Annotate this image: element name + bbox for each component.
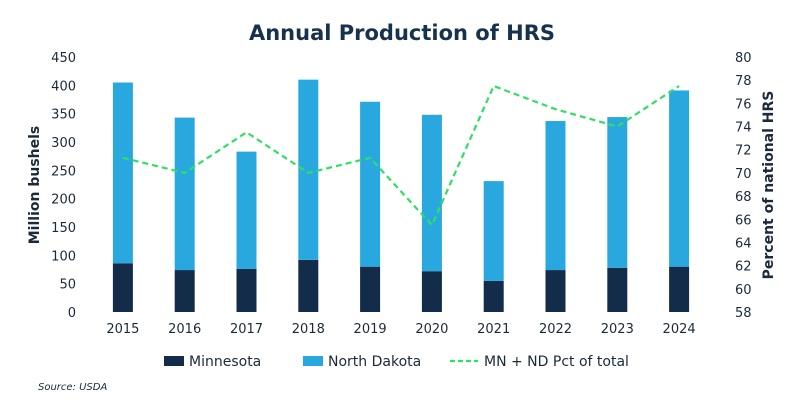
y-tick-label-right: 80 — [735, 51, 752, 66]
y-tick-label-left: 150 — [51, 221, 76, 236]
bar-minnesota — [607, 267, 628, 312]
y-tick-label-left: 100 — [51, 249, 76, 264]
y-tick-label-right: 76 — [735, 97, 752, 112]
y-tick-label-right: 66 — [735, 213, 752, 228]
y-tick-label-right: 60 — [735, 283, 752, 298]
y-tick-label-right: 68 — [735, 190, 752, 205]
legend-item-pct-line-label: MN + ND Pct of total — [484, 354, 629, 370]
bar-minnesota — [298, 259, 319, 312]
bar-minnesota — [483, 280, 504, 312]
x-tick-label: 2022 — [539, 322, 572, 337]
bar-minnesota — [669, 266, 690, 312]
bar-north-dakota — [607, 117, 628, 268]
y-tick-label-right: 78 — [735, 74, 752, 89]
bar-north-dakota — [236, 151, 257, 269]
y-tick-label-left: 200 — [51, 193, 76, 208]
x-tick-label: 2018 — [292, 322, 325, 337]
x-tick-label: 2023 — [601, 322, 634, 337]
bar-minnesota — [236, 268, 257, 312]
bar-north-dakota — [421, 114, 442, 272]
pct-line-group — [122, 84, 680, 227]
y-axis-title-left: Million bushels — [27, 126, 43, 245]
bar-minnesota — [174, 270, 195, 312]
bar-north-dakota — [360, 101, 381, 267]
y-axis-title-right: Percent of national HRS — [761, 91, 777, 280]
pct-line — [122, 84, 680, 227]
bar-north-dakota — [483, 181, 504, 281]
y-tick-label-right: 62 — [735, 260, 752, 275]
y-tick-label-left: 250 — [51, 164, 76, 179]
bar-minnesota — [112, 263, 133, 312]
y-tick-label-left: 300 — [51, 136, 76, 151]
y-tick-label-left: 0 — [68, 306, 76, 321]
bar-minnesota — [421, 271, 442, 312]
x-tick-label: 2016 — [168, 322, 201, 337]
y-axis-right: 58 60 62 64 66 68 70 72 74 76 78 80 — [735, 51, 752, 321]
y-tick-label-right: 72 — [735, 144, 752, 159]
legend-item-north-dakota-swatch — [303, 356, 323, 366]
chart-title: Annual Production of HRS — [249, 21, 555, 45]
y-tick-label-left: 50 — [59, 278, 76, 293]
y-tick-label-left: 450 — [51, 51, 76, 66]
x-tick-label: 2020 — [415, 322, 448, 337]
bar-minnesota — [360, 266, 381, 312]
bar-north-dakota — [669, 90, 690, 267]
bar-minnesota — [545, 270, 566, 312]
source-note: Source: USDA — [38, 382, 107, 393]
legend-item-north-dakota-label: North Dakota — [328, 354, 421, 370]
y-tick-label-right: 64 — [735, 236, 752, 251]
x-tick-label: 2017 — [230, 322, 263, 337]
legend-item-minnesota-swatch — [164, 356, 184, 366]
y-tick-label-right: 74 — [735, 121, 752, 136]
y-axis-left: 0 50 100 150 200 250 300 350 400 450 — [51, 51, 76, 321]
legend: Minnesota North Dakota MN + ND Pct of tota… — [164, 354, 629, 370]
bar-group — [112, 79, 690, 312]
x-tick-label: 2015 — [106, 322, 139, 337]
y-tick-label-left: 400 — [51, 79, 76, 94]
legend-item-minnesota-label: Minnesota — [189, 354, 261, 370]
y-tick-label-right: 70 — [735, 167, 752, 182]
x-tick-label: 2021 — [477, 322, 510, 337]
bar-north-dakota — [545, 121, 566, 271]
x-tick-label: 2019 — [354, 322, 387, 337]
x-tick-label: 2024 — [663, 322, 696, 337]
y-tick-label-right: 58 — [735, 306, 752, 321]
bar-north-dakota — [112, 82, 133, 264]
bar-north-dakota — [298, 79, 319, 260]
bar-north-dakota — [174, 117, 195, 271]
y-tick-label-left: 350 — [51, 108, 76, 123]
x-axis: 2015 2016 2017 2018 2019 2020 2021 2022 2023 2024 — [106, 322, 695, 337]
